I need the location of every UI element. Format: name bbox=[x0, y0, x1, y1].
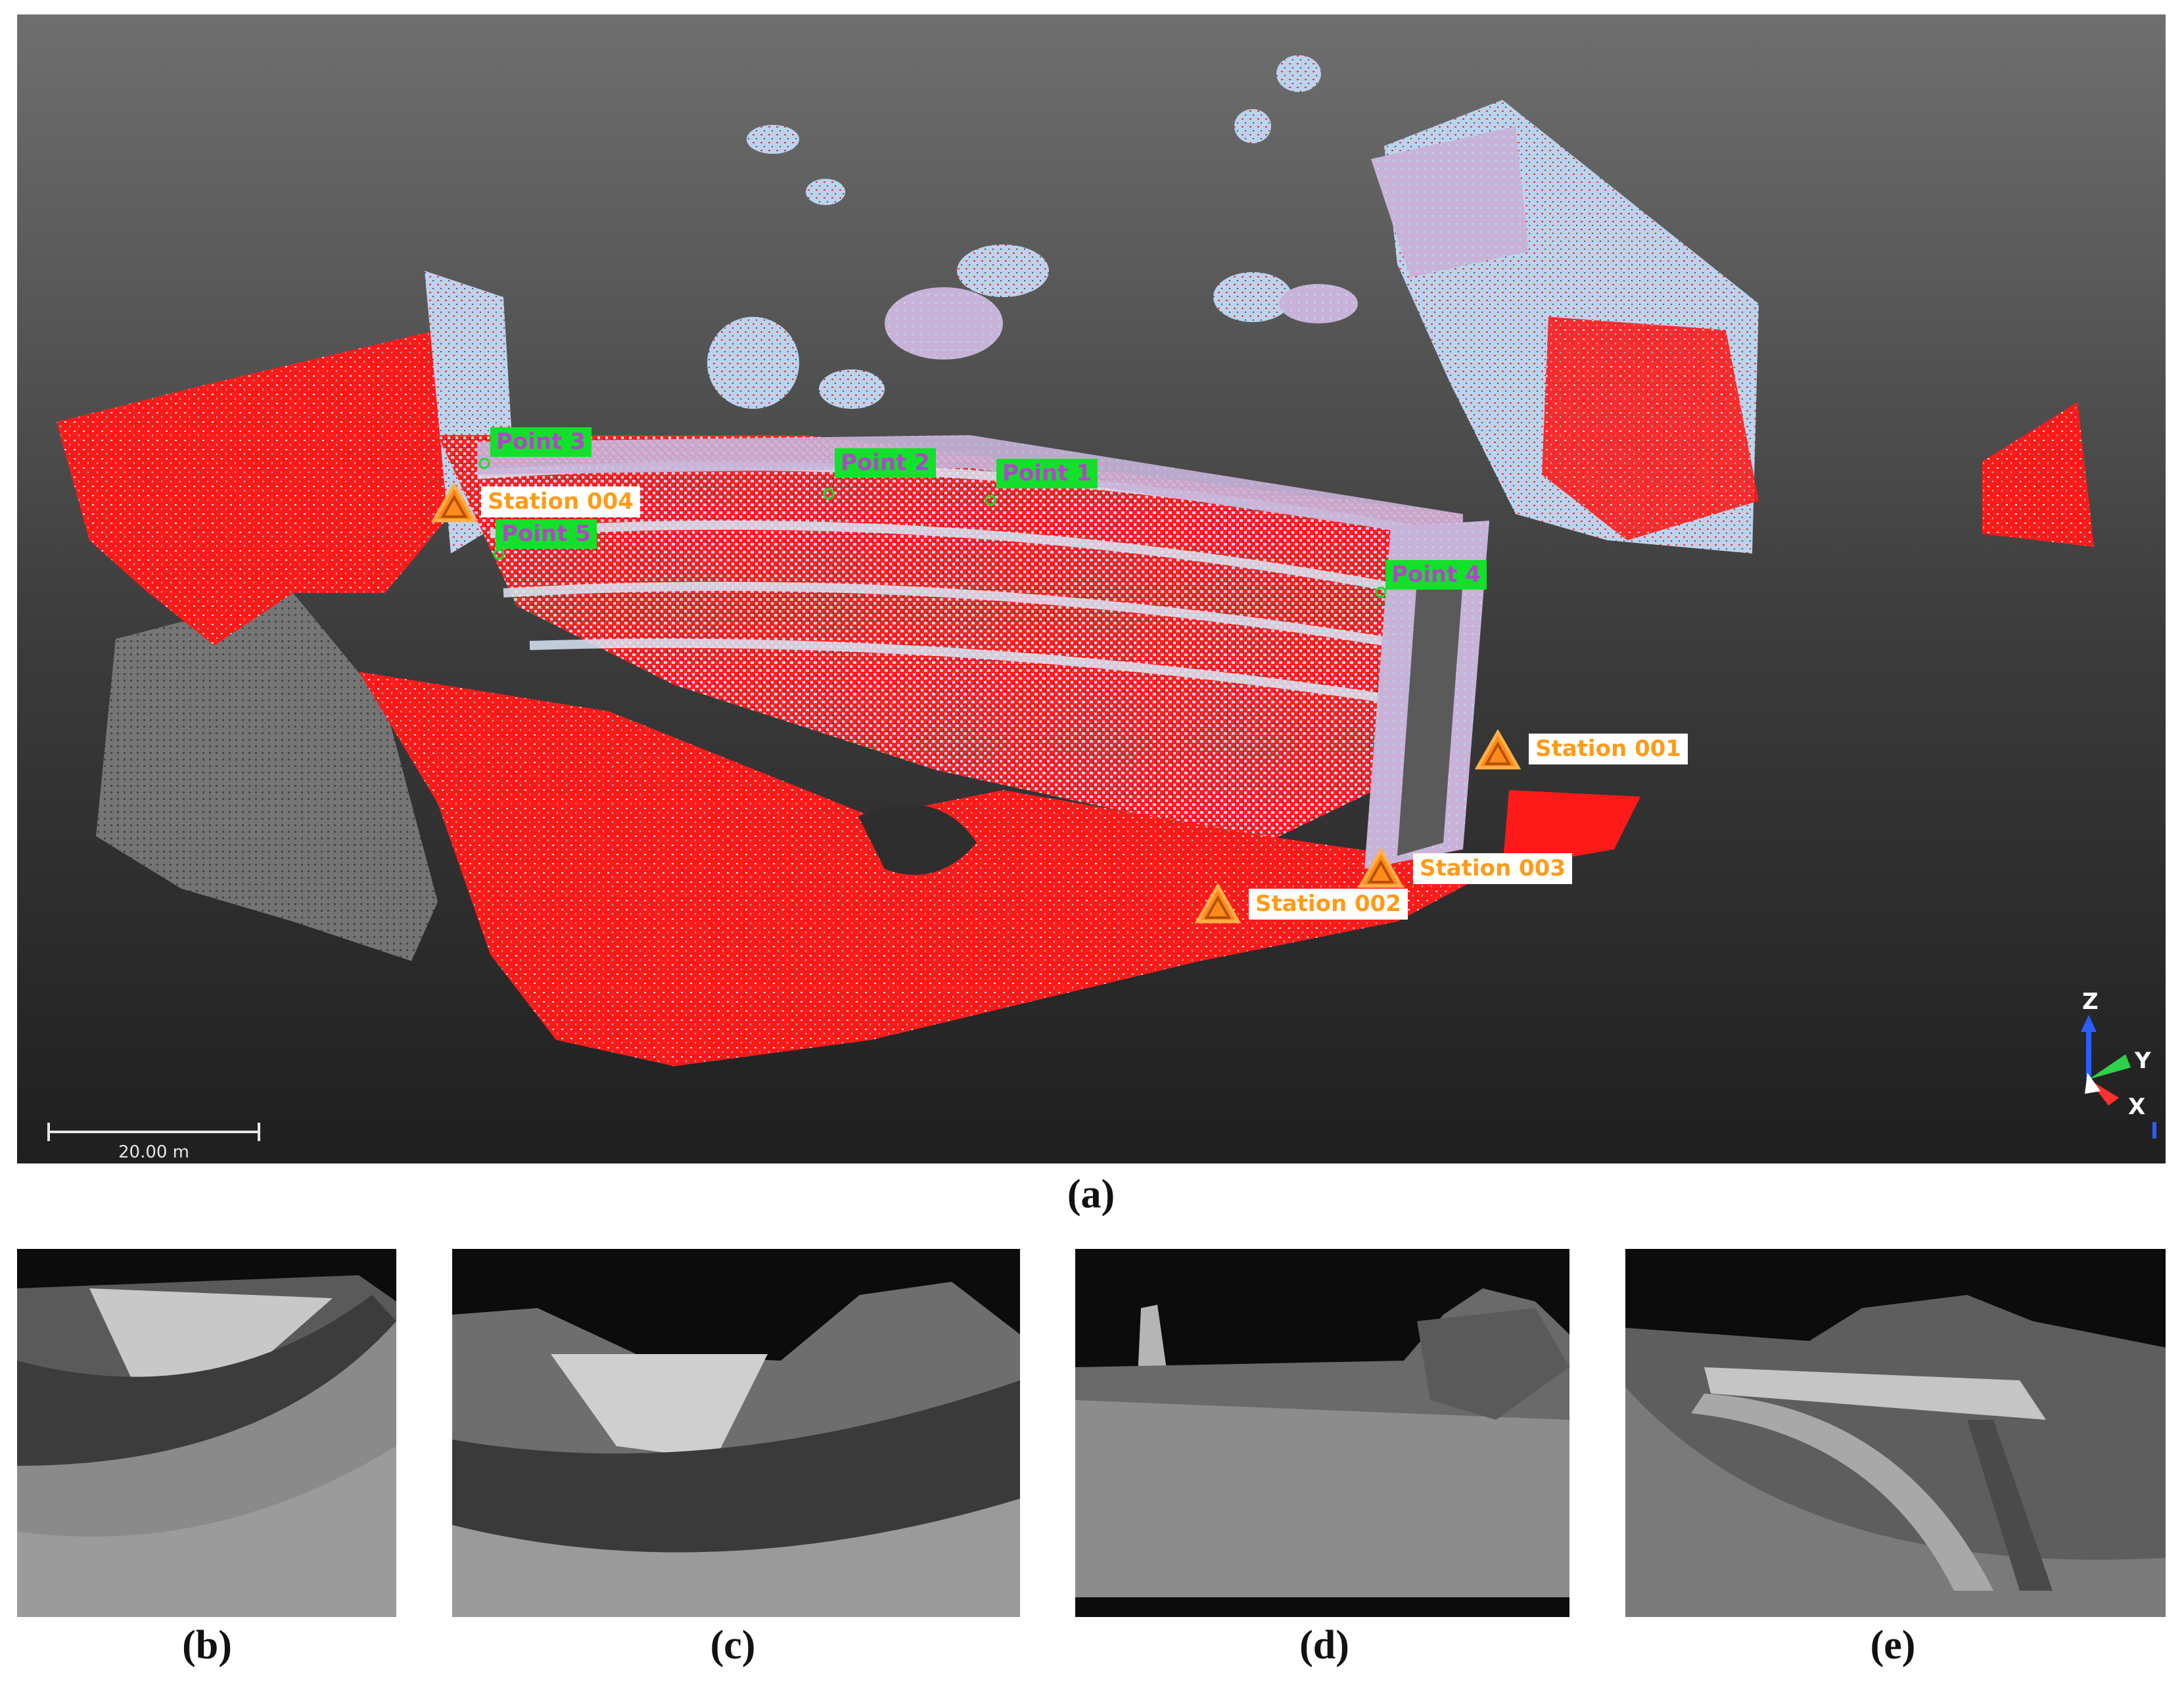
right-hillside-red bbox=[1542, 317, 1759, 540]
station-003-icon[interactable] bbox=[1358, 848, 1404, 889]
right-tower-shadow bbox=[1397, 580, 1463, 856]
point-3-label[interactable]: Point 3 bbox=[490, 427, 592, 457]
caption-e: (e) bbox=[1870, 1623, 1916, 1668]
axis-z-label: Z bbox=[2082, 989, 2099, 1015]
caption-b: (b) bbox=[182, 1623, 232, 1668]
red-right-base bbox=[1502, 790, 1640, 869]
scan-panel-b bbox=[17, 1249, 396, 1617]
caption-d: (d) bbox=[1299, 1623, 1349, 1668]
station-001-label[interactable]: Station 001 bbox=[1529, 734, 1688, 764]
axis-triad-icon bbox=[2081, 1015, 2156, 1138]
caption-c: (c) bbox=[710, 1623, 756, 1668]
dam-crest bbox=[477, 435, 1463, 540]
scattered-vegetation bbox=[707, 55, 1321, 409]
point-3-marker-icon[interactable] bbox=[477, 456, 492, 471]
point-1-marker-icon[interactable] bbox=[983, 493, 998, 507]
scan-panel-c bbox=[452, 1249, 1020, 1617]
scan-panel-d bbox=[1075, 1249, 1569, 1617]
dark-cavity bbox=[858, 805, 977, 875]
scale-bar-label: 20.00 m bbox=[118, 1142, 190, 1162]
caption-a: (a) bbox=[1067, 1172, 1115, 1217]
grey-terrain-left bbox=[96, 593, 438, 961]
axis-x-label: X bbox=[2128, 1094, 2146, 1120]
point-2-marker-icon[interactable] bbox=[822, 486, 836, 501]
red-far-right bbox=[1982, 402, 2094, 547]
axis-y-label: Y bbox=[2135, 1048, 2151, 1074]
station-004-icon[interactable] bbox=[431, 482, 477, 523]
station-004-label[interactable]: Station 004 bbox=[481, 486, 640, 517]
point-2-label[interactable]: Point 2 bbox=[835, 448, 936, 478]
point-cloud-viewport[interactable]: Station 004 Station 001 Station 003 Stat… bbox=[17, 14, 2166, 1163]
point-5-label[interactable]: Point 5 bbox=[496, 519, 597, 549]
point-4-label[interactable]: Point 4 bbox=[1385, 560, 1487, 590]
point-5-marker-icon[interactable] bbox=[492, 547, 506, 561]
dam-face bbox=[438, 435, 1463, 843]
point-cloud-render bbox=[57, 55, 2094, 1066]
station-001-icon[interactable] bbox=[1475, 730, 1521, 770]
station-002-icon[interactable] bbox=[1195, 883, 1241, 924]
right-lilac-patch bbox=[1371, 126, 1529, 277]
red-hillside-left bbox=[57, 330, 451, 645]
point-1-label[interactable]: Point 1 bbox=[996, 459, 1098, 488]
point-4-marker-icon[interactable] bbox=[1374, 585, 1388, 599]
station-003-label[interactable]: Station 003 bbox=[1413, 853, 1572, 884]
station-002-label[interactable]: Station 002 bbox=[1249, 889, 1408, 920]
scale-bar: 20.00 m bbox=[43, 1123, 267, 1162]
scale-bar-line bbox=[49, 1131, 259, 1133]
scale-bar-tick-right bbox=[258, 1123, 260, 1141]
axis-triad[interactable]: Z Y X bbox=[2061, 981, 2160, 1138]
scan-panel-e bbox=[1625, 1249, 2166, 1617]
